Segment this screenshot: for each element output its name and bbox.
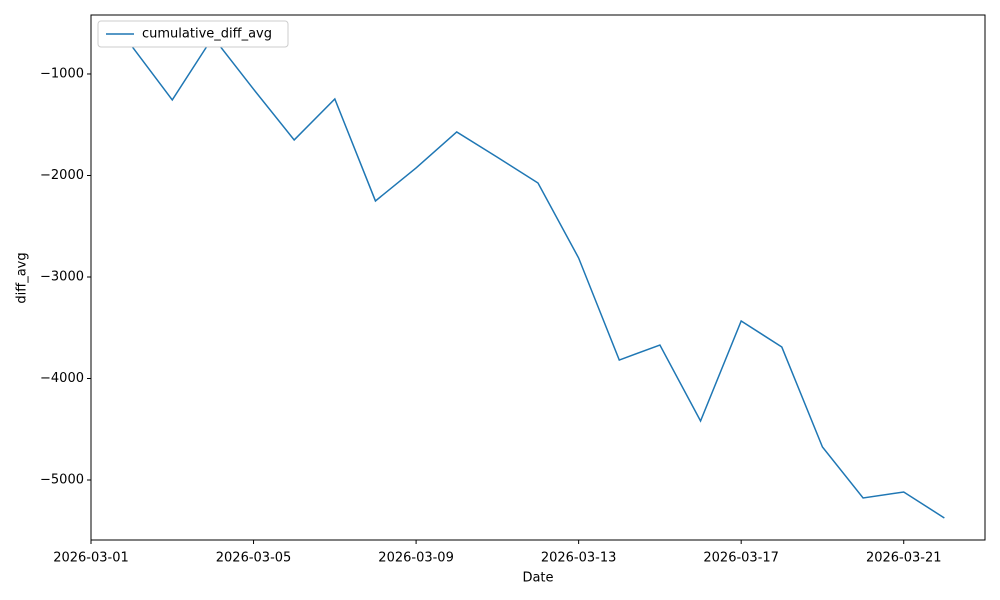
- y-tick-label: −3000: [40, 269, 84, 284]
- y-tick-label: −4000: [40, 371, 84, 386]
- x-tick-label: 2026-03-05: [216, 551, 292, 566]
- x-tick-label: 2026-03-21: [866, 551, 942, 566]
- line: [131, 35, 945, 519]
- x-tick-label: 2026-03-01: [53, 551, 129, 566]
- y-tick-label: −5000: [40, 473, 84, 488]
- y-tick-label: −1000: [40, 66, 84, 81]
- x-tick-label: 2026-03-13: [541, 551, 617, 566]
- x-tick-label: 2026-03-09: [378, 551, 454, 566]
- x-axis-label: Date: [522, 571, 553, 586]
- x-tick-label: 2026-03-17: [703, 551, 779, 566]
- legend-label: cumulative_diff_avg: [142, 27, 272, 42]
- legend-box: [97, 20, 289, 48]
- plot-frame: [90, 14, 986, 541]
- y-axis-label: diff_avg: [15, 252, 30, 303]
- y-tick-label: −2000: [40, 168, 84, 183]
